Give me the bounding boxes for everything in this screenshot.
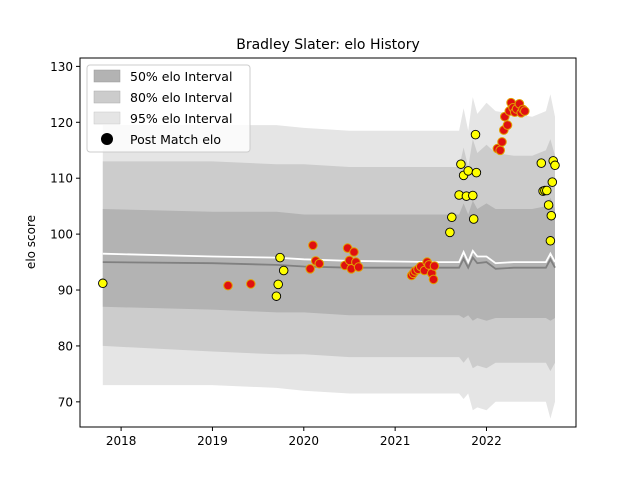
- data-point-27: [428, 274, 439, 285]
- data-point-60: [545, 236, 556, 246]
- y-axis-label: elo score: [24, 215, 38, 269]
- data-point-58: [542, 185, 552, 196]
- data-point-0: [98, 278, 108, 289]
- data-point-32: [456, 159, 466, 169]
- data-point-2: [246, 279, 256, 289]
- legend-label-95: 95% elo Interval: [130, 111, 232, 126]
- legend: 50% elo Interval 80% elo Interval 95% el…: [86, 64, 251, 153]
- data-point-59: [543, 200, 554, 210]
- legend-marker-point: [101, 133, 113, 145]
- x-tick-label: 2019: [197, 434, 228, 448]
- data-point-62: [547, 177, 558, 187]
- data-point-35: [463, 166, 473, 176]
- data-point-64: [550, 160, 560, 171]
- y-tick-label: 80: [58, 339, 73, 353]
- legend-label-80: 80% elo Interval: [130, 90, 232, 105]
- data-point-37: [468, 214, 479, 224]
- x-tick-label: 2022: [471, 434, 502, 448]
- data-point-30: [447, 212, 457, 223]
- legend-swatch-80: [93, 90, 121, 104]
- data-point-54: [520, 106, 530, 116]
- data-point-45: [502, 120, 513, 130]
- data-point-41: [495, 145, 506, 156]
- data-point-39: [471, 167, 482, 178]
- data-point-3: [271, 291, 282, 301]
- data-point-17: [353, 262, 364, 272]
- y-tick-label: 100: [50, 228, 73, 242]
- x-tick-label: 2021: [380, 434, 411, 448]
- post-match-points: [98, 97, 560, 301]
- legend-swatch-95: [93, 111, 121, 125]
- y-axis: 70 80 90 100 110 120 130: [50, 60, 80, 409]
- y-tick-label: 130: [50, 60, 73, 74]
- y-tick-label: 110: [50, 172, 73, 186]
- trend-lines: [102, 249, 556, 270]
- data-point-6: [278, 265, 289, 276]
- legend-frame: [86, 64, 251, 153]
- x-tick-label: 2018: [106, 434, 137, 448]
- x-axis: 2018 2019 2020 2021 2022: [106, 427, 502, 448]
- y-tick-label: 70: [58, 395, 73, 409]
- data-point-29: [445, 227, 455, 238]
- data-point-1: [223, 280, 233, 291]
- legend-label-50: 50% elo Interval: [130, 69, 232, 84]
- data-point-15: [349, 247, 359, 257]
- y-tick-label: 120: [50, 116, 73, 130]
- median-line: [102, 255, 556, 270]
- data-point-55: [536, 158, 547, 168]
- legend-swatch-50: [93, 69, 121, 83]
- data-point-61: [546, 210, 557, 221]
- y-tick-label: 90: [58, 284, 73, 298]
- data-point-42: [497, 137, 507, 147]
- interval-bands: [102, 94, 556, 419]
- data-point-8: [308, 240, 318, 251]
- data-point-5: [275, 252, 285, 263]
- plot-frame: [79, 57, 577, 428]
- mean-line: [102, 249, 556, 265]
- x-tick-label: 2020: [289, 434, 320, 448]
- legend-label-point: Post Match elo: [130, 132, 221, 147]
- data-point-4: [273, 279, 283, 290]
- data-point-28: [429, 261, 440, 271]
- data-point-10: [314, 258, 325, 269]
- data-point-7: [305, 264, 316, 274]
- data-point-36: [468, 190, 478, 201]
- chart-title: Bradley Slater: elo History: [236, 37, 420, 53]
- data-point-38: [470, 129, 481, 140]
